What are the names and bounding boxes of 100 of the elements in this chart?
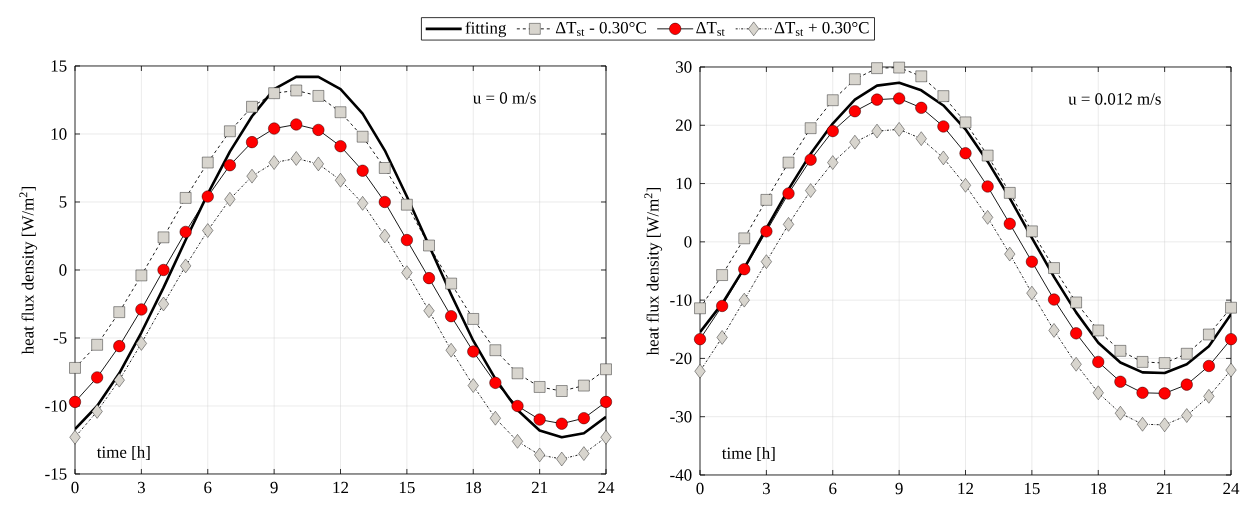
point (202, 156, 214, 169)
point (1092, 385, 1104, 400)
point (334, 140, 347, 153)
x-tick-label: 6 (204, 481, 212, 494)
point (600, 395, 612, 408)
point (379, 162, 391, 174)
point (423, 303, 435, 318)
point (69, 362, 81, 374)
y-tick-label: 20 (675, 119, 692, 131)
point (113, 306, 125, 318)
point (290, 151, 302, 166)
point (357, 196, 369, 211)
point (1026, 285, 1038, 301)
point (1070, 327, 1083, 340)
x-tick-label: 6 (829, 482, 837, 495)
point (467, 378, 479, 393)
point (1180, 378, 1193, 391)
y-tick-label: 0 (59, 264, 67, 276)
point (445, 310, 458, 323)
point (578, 379, 590, 392)
x-tick-label: 15 (399, 481, 415, 494)
y-tick-label: 30 (676, 61, 692, 73)
x-tick-label: 9 (270, 481, 278, 494)
point (179, 225, 192, 238)
point (1159, 417, 1171, 433)
point (694, 302, 706, 314)
y-tick-label: -10 (45, 400, 67, 412)
point (915, 70, 927, 82)
point (489, 376, 502, 389)
point (335, 173, 346, 188)
point (915, 131, 927, 146)
x-tick-label: 18 (466, 481, 482, 494)
point (893, 92, 906, 105)
point (312, 90, 325, 102)
point (959, 147, 972, 160)
point (1114, 375, 1127, 388)
point (1225, 362, 1237, 378)
point (113, 340, 126, 353)
point (224, 125, 236, 137)
point (91, 404, 103, 419)
point (1137, 417, 1148, 432)
point (113, 372, 125, 388)
point (1225, 302, 1237, 314)
point (1136, 386, 1149, 399)
point (1048, 323, 1060, 338)
point (893, 122, 905, 137)
annotation: u = 0 m/s (473, 92, 536, 104)
point (246, 136, 258, 149)
point (1026, 225, 1038, 238)
point (423, 239, 435, 252)
point (960, 178, 971, 193)
y-tick-label: 10 (676, 177, 692, 190)
point (290, 118, 303, 131)
point (400, 234, 413, 247)
point (401, 265, 413, 280)
legend-label: ΔT$_{st}$ + 0.30°C (774, 21, 869, 36)
point (246, 101, 258, 113)
point (511, 367, 524, 380)
point (760, 225, 773, 238)
point (1004, 246, 1016, 262)
point (246, 168, 258, 184)
point (959, 116, 972, 129)
point (827, 155, 839, 170)
point (511, 400, 524, 412)
point (135, 303, 148, 316)
point (268, 87, 280, 99)
y-tick-label: 0 (684, 236, 692, 248)
y-tick-label: -30 (670, 410, 692, 423)
point (1092, 324, 1104, 337)
point (738, 263, 751, 276)
point (1048, 262, 1060, 274)
x-tick-label: 12 (958, 482, 974, 495)
point (312, 123, 325, 136)
y-axis-title: heat flux density [W/m$^{2}$] (19, 186, 38, 355)
x-tick-label: 9 (895, 482, 903, 495)
y-tick-label: -15 (45, 468, 67, 480)
point (445, 343, 457, 358)
point (826, 125, 839, 138)
point (533, 381, 546, 393)
point (224, 192, 236, 207)
point (1025, 255, 1038, 268)
point (783, 217, 794, 232)
point (1158, 357, 1171, 369)
point (716, 299, 729, 312)
point (268, 155, 280, 170)
point (849, 73, 861, 85)
point (1225, 333, 1237, 346)
point (871, 93, 883, 106)
point (533, 413, 546, 426)
x-tick-label: 24 (1223, 482, 1240, 495)
point (871, 62, 883, 74)
x-tick-label: 18 (1091, 482, 1107, 495)
point (356, 164, 369, 177)
point (356, 131, 369, 143)
point (401, 199, 413, 211)
y-tick-label: 10 (51, 128, 67, 140)
point (915, 101, 928, 114)
point (760, 254, 772, 269)
point (804, 122, 817, 134)
point (1202, 360, 1215, 372)
